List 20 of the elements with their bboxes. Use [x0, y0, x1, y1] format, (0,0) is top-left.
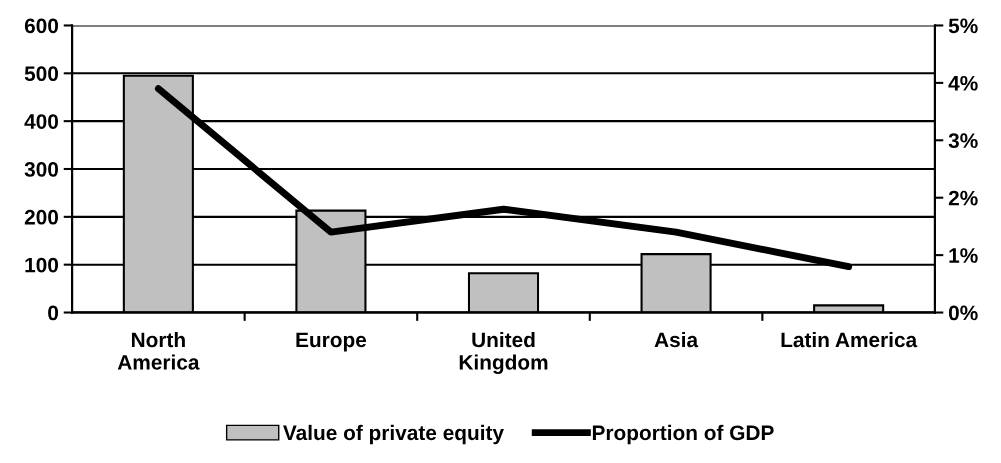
y-tick-label: 600	[24, 18, 59, 34]
y2-tick-label: 1%	[949, 248, 978, 263]
legend-label: Value of private equity	[283, 424, 504, 445]
x-tick-label: United Kingdom	[459, 331, 548, 374]
y-tick-label: 200	[24, 209, 59, 225]
y-tick-label: 400	[24, 114, 59, 129]
y2-tick-label: 2%	[948, 190, 978, 206]
y-tick-label: 0	[48, 305, 59, 321]
x-tick-label: North America	[117, 331, 200, 370]
y2-tick-label: 5%	[948, 18, 978, 34]
y-tick-label: 300	[24, 162, 59, 177]
y-tick-label: 500	[24, 66, 59, 82]
x-tick-label: Europe	[296, 332, 367, 352]
y2-tick-label: 3%	[948, 133, 978, 149]
x-tick-label: Latin America	[781, 331, 918, 348]
x-tick-label: Asia	[654, 331, 699, 348]
y-tick-label: 100	[25, 257, 59, 273]
y2-tick-label: 0%	[948, 305, 978, 321]
y2-tick-label: 4%	[948, 75, 978, 91]
legend-label: Proportion of GDP	[592, 424, 774, 445]
